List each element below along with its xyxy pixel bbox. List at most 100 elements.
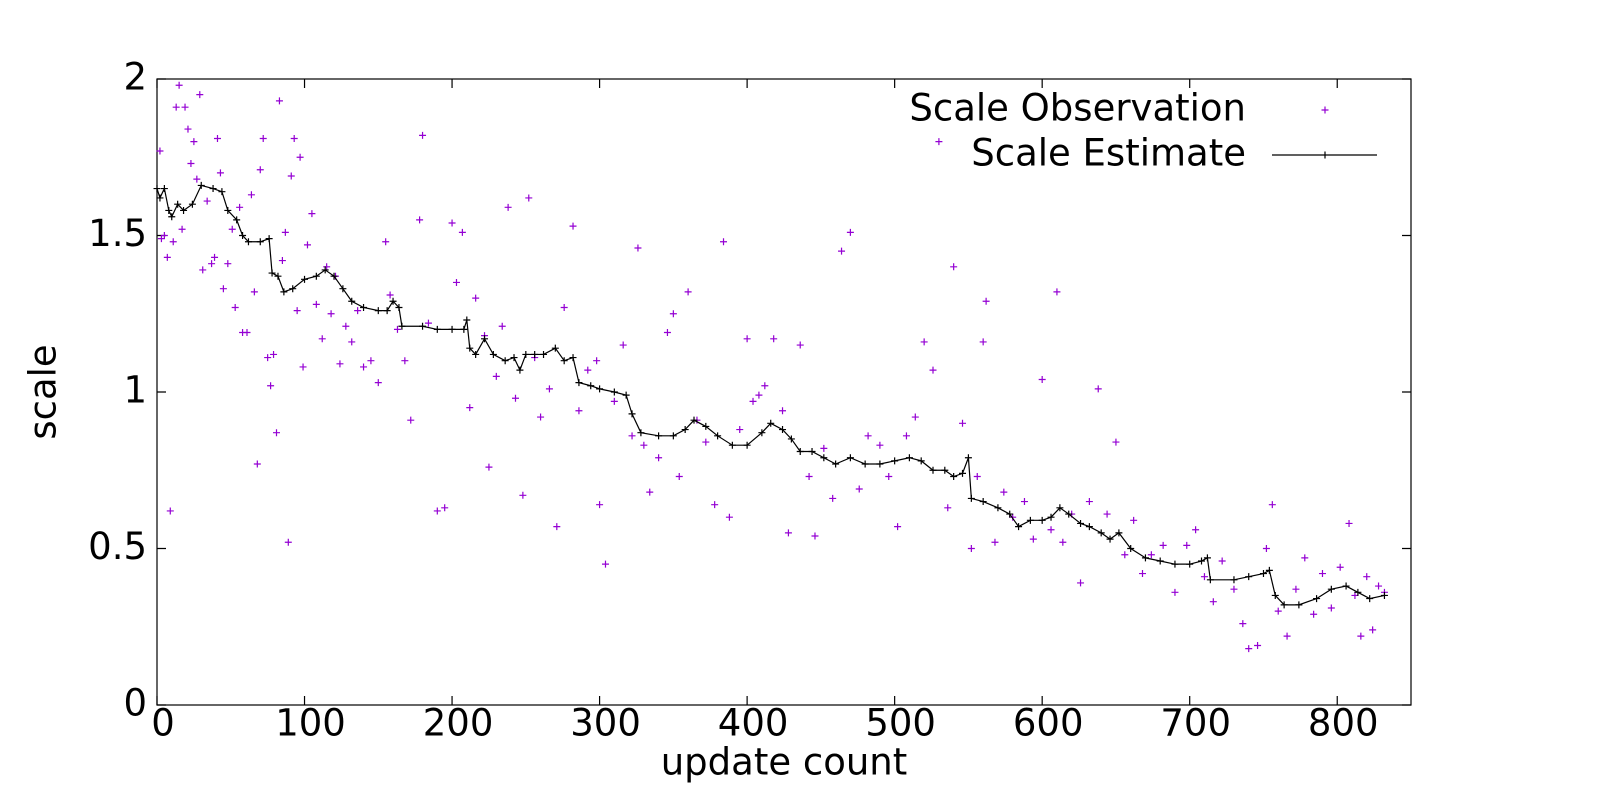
observation-point <box>354 307 362 315</box>
estimate-point <box>1047 513 1055 521</box>
observation-point <box>193 175 201 183</box>
estimate-point <box>1077 519 1085 527</box>
observation-point <box>1029 535 1037 543</box>
estimate-point <box>280 288 288 296</box>
legend-marker <box>1321 106 1329 114</box>
legend-marker <box>1272 151 1377 159</box>
estimate-point <box>876 460 884 468</box>
observation-point <box>278 257 286 265</box>
observation-point <box>796 341 804 349</box>
observation-point <box>287 172 295 180</box>
estimate-point <box>1186 560 1194 568</box>
observation-point <box>736 426 744 434</box>
observation-point <box>1301 554 1309 562</box>
estimate-point <box>610 388 618 396</box>
x-tick-label: 200 <box>423 702 494 745</box>
observation-point <box>593 357 601 365</box>
estimate-point <box>1065 510 1073 518</box>
observation-point <box>169 238 177 246</box>
estimate-point <box>1206 576 1214 584</box>
estimate-point <box>1056 504 1064 512</box>
observation-point <box>1038 375 1046 383</box>
estimate-point <box>463 316 471 324</box>
estimate-point <box>153 185 161 193</box>
estimate-point <box>1085 523 1093 531</box>
observation-point <box>448 219 456 227</box>
estimate-point <box>575 379 583 387</box>
observation-point <box>250 288 258 296</box>
observation-point <box>779 407 787 415</box>
observation-point <box>236 203 244 211</box>
observation-point <box>299 363 307 371</box>
estimate-point <box>628 410 636 418</box>
observation-point <box>511 394 519 402</box>
estimate-point <box>289 285 297 293</box>
observation-point <box>725 513 733 521</box>
observation-point <box>308 210 316 218</box>
observation-point <box>619 341 627 349</box>
observation-point <box>323 263 331 271</box>
estimate-point <box>481 335 489 343</box>
estimate-point <box>1115 529 1123 537</box>
observation-point <box>259 134 267 142</box>
y-tick-label: 0.5 <box>88 525 147 568</box>
observation-point <box>885 473 893 481</box>
estimate-point <box>265 235 273 243</box>
observation-point <box>281 228 289 236</box>
observation-point <box>846 228 854 236</box>
observation-point <box>640 441 648 449</box>
observation-point <box>761 382 769 390</box>
observation-point <box>959 419 967 427</box>
estimate-point <box>460 325 468 333</box>
observation-point <box>485 463 493 471</box>
estimate-point <box>808 447 816 455</box>
observation-point <box>1053 288 1061 296</box>
estimate-point <box>979 498 987 506</box>
x-tick-label: 100 <box>275 702 346 745</box>
observation-point <box>1077 579 1085 587</box>
observation-point <box>1085 498 1093 506</box>
estimate-point <box>197 181 205 189</box>
observation-point <box>416 216 424 224</box>
x-axis-label: update count <box>661 741 908 784</box>
estimate-point <box>796 447 804 455</box>
estimate-point <box>702 422 710 430</box>
observation-point <box>950 263 958 271</box>
estimate-point <box>165 206 173 214</box>
estimate-point <box>743 441 751 449</box>
observation-point <box>247 191 255 199</box>
y-tick-label: 1.5 <box>88 212 147 255</box>
estimate-point <box>891 457 899 465</box>
estimate-point <box>669 432 677 440</box>
x-tick-label: 800 <box>1308 702 1379 745</box>
observation-point <box>634 244 642 252</box>
estimate-point <box>174 200 182 208</box>
estimate-point <box>560 357 568 365</box>
estimate-point <box>274 272 282 280</box>
estimate-point <box>1097 529 1105 537</box>
observation-point <box>1336 563 1344 571</box>
estimate-point <box>433 325 441 333</box>
observation-point <box>1239 620 1247 628</box>
observation-point <box>466 404 474 412</box>
observation-point <box>1245 645 1253 653</box>
observation-point <box>991 538 999 546</box>
estimate-point <box>596 385 604 393</box>
observation-point <box>327 310 335 318</box>
legend-label: Scale Estimate <box>971 132 1246 175</box>
observation-point <box>929 366 937 374</box>
estimate-point <box>929 466 937 474</box>
observation-point <box>811 532 819 540</box>
estimate-point <box>905 454 913 462</box>
observation-point <box>213 134 221 142</box>
observation-point <box>646 488 654 496</box>
observation-point <box>264 354 272 362</box>
estimate-point <box>587 382 595 390</box>
observation-point <box>784 529 792 537</box>
estimate-point <box>160 185 168 193</box>
observation-point <box>749 397 757 405</box>
observation-point <box>1121 551 1129 559</box>
observation-point <box>519 491 527 499</box>
estimate-point <box>941 466 949 474</box>
observation-point <box>553 523 561 531</box>
